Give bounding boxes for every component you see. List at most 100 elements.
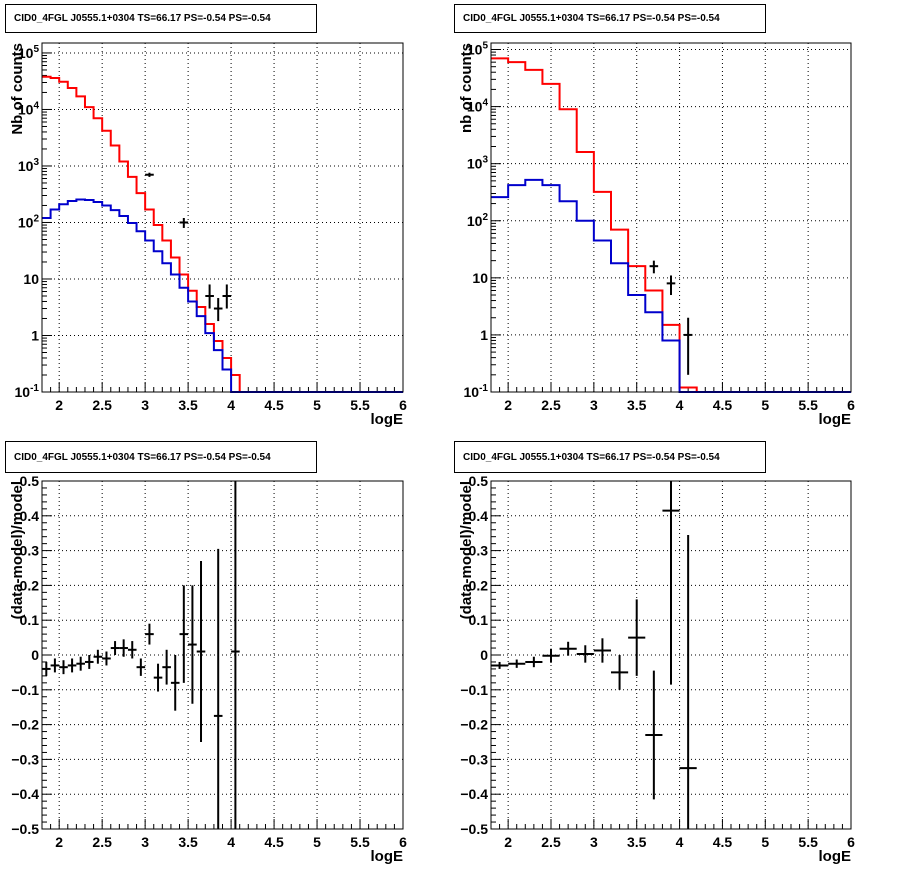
data-point [59, 660, 68, 675]
y-tick-label: 104 [467, 98, 489, 115]
chart-svg: 2 2.5 3 3.5 4 4.5 5 5.5 6 10-1 1 10 102 103 104 105 logE… [9, 42, 407, 428]
panel-bottom-left: CID0_4FGL J0555.1+0304 TS=66.17 PS=-0.54… [0, 437, 449, 875]
series-line [491, 57, 851, 393]
x-tick-label: 5.5 [350, 834, 370, 850]
y-tick-label: 0.1 [469, 612, 489, 628]
y-tick-label: 0.4 [20, 508, 40, 524]
x-tick-label: 2.5 [92, 834, 112, 850]
data-point [145, 172, 154, 177]
data-point [508, 659, 526, 668]
x-tick-label: 2 [504, 397, 512, 413]
x-tick-label: 3 [141, 397, 149, 413]
data-point [491, 661, 509, 669]
y-tick-label: 10 [472, 270, 488, 286]
y-tick-label: 105 [467, 41, 489, 58]
data-point [525, 656, 543, 668]
chart-svg: 2 2.5 3 3.5 4 4.5 5 5.5 6 −0.5 −0.4 −0.3 −0.2 −0.1 0 0.… [458, 473, 855, 865]
x-tick-label: 2 [504, 834, 512, 850]
y-tick-label: 102 [18, 213, 40, 230]
panel-title: CID0_4FGL J0555.1+0304 TS=66.17 PS=-0.54… [5, 4, 317, 33]
panel-title: CID0_4FGL J0555.1+0304 TS=66.17 PS=-0.54… [454, 441, 766, 473]
data-point [188, 585, 197, 704]
y-tick-label: 103 [467, 155, 489, 172]
x-tick-label: 3.5 [627, 397, 647, 413]
y-tick-label: −0.2 [11, 717, 39, 733]
data-point [110, 641, 120, 655]
x-axis-label: logE [371, 848, 404, 865]
data-point [119, 639, 128, 657]
data-point [231, 481, 240, 829]
x-tick-label: 3 [590, 397, 598, 413]
chart-svg: 2 2.5 3 3.5 4 4.5 5 5.5 6 10-1 1 10 102 103 104 105 logE… [458, 41, 855, 428]
x-tick-label: 3.5 [627, 834, 647, 850]
plot-frame [490, 480, 852, 830]
x-tick-label: 2.5 [541, 397, 561, 413]
y-tick-label: 10-1 [464, 383, 489, 400]
data-point [127, 641, 137, 659]
data-point [67, 658, 77, 673]
panel-bottom-right: CID0_4FGL J0555.1+0304 TS=66.17 PS=-0.54… [449, 437, 898, 875]
data-point [213, 548, 223, 829]
y-axis-label: Nb of counts [9, 43, 26, 135]
data-point [145, 623, 154, 645]
data-point [76, 656, 85, 671]
x-tick-label: 5.5 [798, 397, 818, 413]
y-tick-label: 10 [23, 271, 39, 287]
data-point [196, 561, 206, 742]
y-tick-label: −0.4 [460, 786, 488, 802]
y-tick-label: −0.5 [460, 821, 488, 837]
x-tick-label: 6 [399, 834, 407, 850]
panel-top-left: CID0_4FGL J0555.1+0304 TS=66.17 PS=-0.54… [0, 0, 449, 437]
y-tick-label: 0.3 [469, 543, 489, 559]
data-point [102, 651, 111, 666]
x-tick-label: 4 [227, 834, 235, 850]
y-tick-label: 0.2 [20, 577, 40, 593]
x-tick-label: 5 [761, 397, 769, 413]
x-tick-label: 3.5 [178, 397, 198, 413]
x-tick-label: 5.5 [798, 834, 818, 850]
y-tick-label: 1 [31, 327, 39, 343]
y-axis-label: (data-model)/model [9, 481, 26, 619]
y-tick-label: 0.5 [20, 473, 40, 489]
y-tick-label: −0.1 [460, 682, 488, 698]
y-tick-label: 0.5 [469, 473, 489, 489]
y-tick-label: −0.1 [11, 682, 39, 698]
data-point [593, 638, 611, 663]
data-point [628, 599, 646, 676]
panel-title: CID0_4FGL J0555.1+0304 TS=66.17 PS=-0.54… [454, 4, 766, 33]
data-point [559, 641, 577, 656]
data-point [42, 661, 51, 676]
data-point [222, 284, 232, 309]
y-tick-label: 0.3 [20, 543, 40, 559]
data-point [662, 481, 680, 685]
series-line [42, 75, 403, 393]
x-tick-label: 4.5 [264, 397, 284, 413]
plot-frame [490, 42, 852, 393]
data-point [50, 658, 60, 673]
x-tick-label: 4.5 [264, 834, 284, 850]
chart-svg: 2 2.5 3 3.5 4 4.5 5 5.5 6 −0.5 −0.4 −0.3 −0.2 −0.1 0 0.… [9, 473, 407, 865]
y-tick-label: 0.1 [20, 612, 40, 628]
y-tick-label: 10-1 [15, 383, 40, 400]
x-tick-label: 3.5 [178, 834, 198, 850]
data-point [679, 534, 697, 829]
y-tick-label: 102 [467, 212, 489, 229]
x-tick-label: 5.5 [350, 397, 370, 413]
x-axis-label: logE [819, 848, 852, 865]
y-axis-label: nb of counts [458, 43, 475, 133]
panel-top-right: CID0_4FGL J0555.1+0304 TS=66.17 PS=-0.54… [449, 0, 898, 437]
data-point [649, 260, 659, 274]
x-tick-label: 4 [676, 834, 684, 850]
x-axis-label: logE [371, 411, 404, 428]
y-tick-label: 105 [18, 44, 40, 61]
data-point [162, 649, 171, 685]
y-tick-label: −0.5 [11, 821, 39, 837]
data-point [179, 585, 189, 683]
data-point [179, 218, 189, 228]
data-point [153, 663, 163, 692]
data-point [205, 284, 214, 309]
panel-title: CID0_4FGL J0555.1+0304 TS=66.17 PS=-0.54… [5, 441, 317, 473]
data-point [213, 298, 223, 322]
x-tick-label: 5 [313, 397, 321, 413]
data-point [611, 655, 629, 690]
